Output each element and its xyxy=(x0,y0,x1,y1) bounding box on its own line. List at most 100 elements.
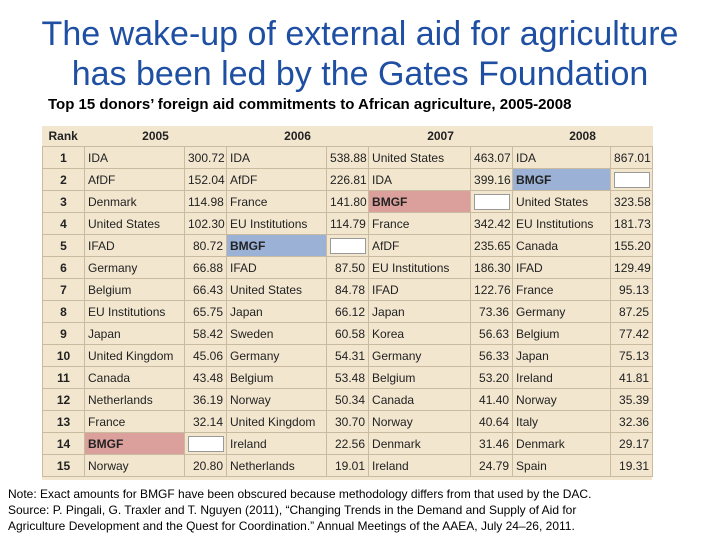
amount-cell: 399.16 xyxy=(470,168,514,191)
amount-cell: 41.81 xyxy=(610,366,654,389)
donor-name-cell: France xyxy=(84,410,185,433)
rank-cell: 14 xyxy=(42,432,85,455)
amount-cell: 29.17 xyxy=(610,432,654,455)
donor-name-cell: Germany xyxy=(226,344,328,367)
amount-cell: 22.56 xyxy=(326,432,370,455)
amount-cell: 84.78 xyxy=(326,278,370,301)
donor-name-cell: France xyxy=(226,190,328,213)
amount-cell: 75.13 xyxy=(610,344,654,367)
table-row: 7 Belgium 66.43 United States 84.78 IFAD 122.7… xyxy=(42,278,654,301)
amount-cell: 87.25 xyxy=(610,300,654,323)
amount-cell: 186.30 xyxy=(470,256,514,279)
amount-cell: 53.20 xyxy=(470,366,514,389)
amount-cell: 463.07 xyxy=(470,146,514,169)
donor-name-cell: Canada xyxy=(368,388,472,411)
rank-cell: 8 xyxy=(42,300,85,323)
amount-cell: 36.19 xyxy=(183,388,228,411)
amount-cell: 32.14 xyxy=(183,410,228,433)
obscured-amount-box xyxy=(614,171,651,188)
obscured-amount-box xyxy=(188,435,224,452)
table-row: 6 Germany 66.88 IFAD 87.50 EU Institutions 186… xyxy=(42,256,654,279)
table-row: 15 Norway 20.80 Netherlands 19.01 Ireland 24.7… xyxy=(42,454,654,477)
donor-name-cell: Norway xyxy=(512,388,612,411)
amount-cell: 122.76 xyxy=(470,278,514,301)
donor-name-cell: BMGF xyxy=(84,432,185,455)
donor-name-cell: United States xyxy=(368,146,472,169)
year-header-2007: 2007 xyxy=(368,126,513,147)
table-row: 3 Denmark 114.98 France 141.80 BMGF United Sta… xyxy=(42,190,654,213)
donor-name-cell: EU Institutions xyxy=(512,212,612,235)
year-header-2005: 2005 xyxy=(84,126,227,147)
donor-name-cell: United Kingdom xyxy=(226,410,328,433)
amount-cell: 867.01 xyxy=(610,146,654,169)
donor-name-cell: IDA xyxy=(512,146,612,169)
obscured-amount-box xyxy=(330,237,367,254)
donor-name-cell: IFAD xyxy=(368,278,472,301)
donor-name-cell: Belgium xyxy=(512,322,612,345)
donor-name-cell: Japan xyxy=(84,322,185,345)
donor-name-cell: Ireland xyxy=(226,432,328,455)
amount-cell: 43.48 xyxy=(183,366,228,389)
obscured-value-cell xyxy=(183,432,228,455)
title-line-1: The wake-up of external aid for agricult… xyxy=(41,15,679,53)
donor-name-cell: BMGF xyxy=(368,190,472,213)
amount-cell: 19.01 xyxy=(326,454,370,477)
donor-name-cell: Belgium xyxy=(84,278,185,301)
donor-name-cell: Korea xyxy=(368,322,472,345)
table-body: 1 IDA 300.72 IDA 538.88 United States 463.07 ID… xyxy=(42,146,654,477)
donor-name-cell: EU Institutions xyxy=(226,212,328,235)
donor-name-cell: Norway xyxy=(368,410,472,433)
amount-cell: 235.65 xyxy=(470,234,514,257)
table-row: 13 France 32.14 United Kingdom 30.70 Norway 40… xyxy=(42,410,654,433)
table-row: 8 EU Institutions 65.75 Japan 66.12 Japan 73.3… xyxy=(42,300,654,323)
donor-name-cell: Norway xyxy=(226,388,328,411)
table-row: 10 United Kingdom 45.06 Germany 54.31 Germany… xyxy=(42,344,654,367)
amount-cell: 66.12 xyxy=(326,300,370,323)
rank-cell: 11 xyxy=(42,366,85,389)
amount-cell: 58.42 xyxy=(183,322,228,345)
title-line-2: has been led by the Gates Foundation xyxy=(71,55,649,93)
donor-name-cell: France xyxy=(368,212,472,235)
amount-cell: 80.72 xyxy=(183,234,228,257)
amount-cell: 77.42 xyxy=(610,322,654,345)
amount-cell: 50.34 xyxy=(326,388,370,411)
obscured-value-cell xyxy=(326,234,370,257)
rank-cell: 3 xyxy=(42,190,85,213)
amount-cell: 53.48 xyxy=(326,366,370,389)
amount-cell: 87.50 xyxy=(326,256,370,279)
donor-name-cell: Denmark xyxy=(512,432,612,455)
donor-name-cell: BMGF xyxy=(226,234,328,257)
donor-name-cell: Netherlands xyxy=(226,454,328,477)
rank-cell: 10 xyxy=(42,344,85,367)
amount-cell: 35.39 xyxy=(610,388,654,411)
amount-cell: 342.42 xyxy=(470,212,514,235)
donor-name-cell: IFAD xyxy=(226,256,328,279)
rank-cell: 12 xyxy=(42,388,85,411)
amount-cell: 65.75 xyxy=(183,300,228,323)
donor-name-cell: Belgium xyxy=(368,366,472,389)
year-header-2008: 2008 xyxy=(512,126,653,147)
donor-name-cell: Sweden xyxy=(226,322,328,345)
amount-cell: 300.72 xyxy=(183,146,228,169)
source-line-1: Source: P. Pingali, G. Traxler and T. Ng… xyxy=(8,503,577,517)
amount-cell: 56.33 xyxy=(470,344,514,367)
rank-cell: 15 xyxy=(42,454,85,477)
donor-name-cell: Ireland xyxy=(512,366,612,389)
amount-cell: 114.79 xyxy=(326,212,370,235)
table-row: 14 BMGF Ireland 22.56 Denmark 31.46 Denmark 29.… xyxy=(42,432,654,455)
footnote: Note: Exact amounts for BMGF have been o… xyxy=(8,486,714,534)
donor-name-cell: Italy xyxy=(512,410,612,433)
donor-name-cell: Japan xyxy=(226,300,328,323)
amount-cell: 102.30 xyxy=(183,212,228,235)
rank-cell: 7 xyxy=(42,278,85,301)
obscured-amount-box xyxy=(474,193,511,210)
amount-cell: 66.88 xyxy=(183,256,228,279)
obscured-value-cell xyxy=(470,190,514,213)
donor-name-cell: United Kingdom xyxy=(84,344,185,367)
donor-name-cell: IDA xyxy=(368,168,472,191)
table-row: 11 Canada 43.48 Belgium 53.48 Belgium 53.20 Ire… xyxy=(42,366,654,389)
amount-cell: 31.46 xyxy=(470,432,514,455)
donor-name-cell: Spain xyxy=(512,454,612,477)
rank-header: Rank xyxy=(42,126,85,147)
amount-cell: 24.79 xyxy=(470,454,514,477)
